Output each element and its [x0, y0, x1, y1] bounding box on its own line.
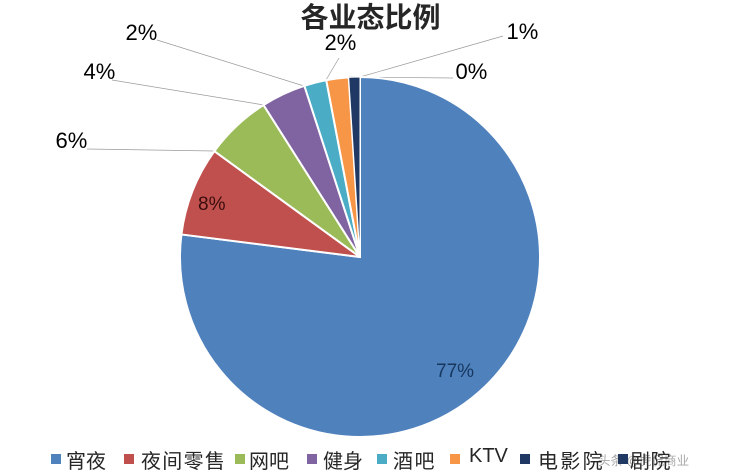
svg-text:77%: 77% — [436, 361, 474, 382]
svg-text:8%: 8% — [198, 194, 226, 215]
